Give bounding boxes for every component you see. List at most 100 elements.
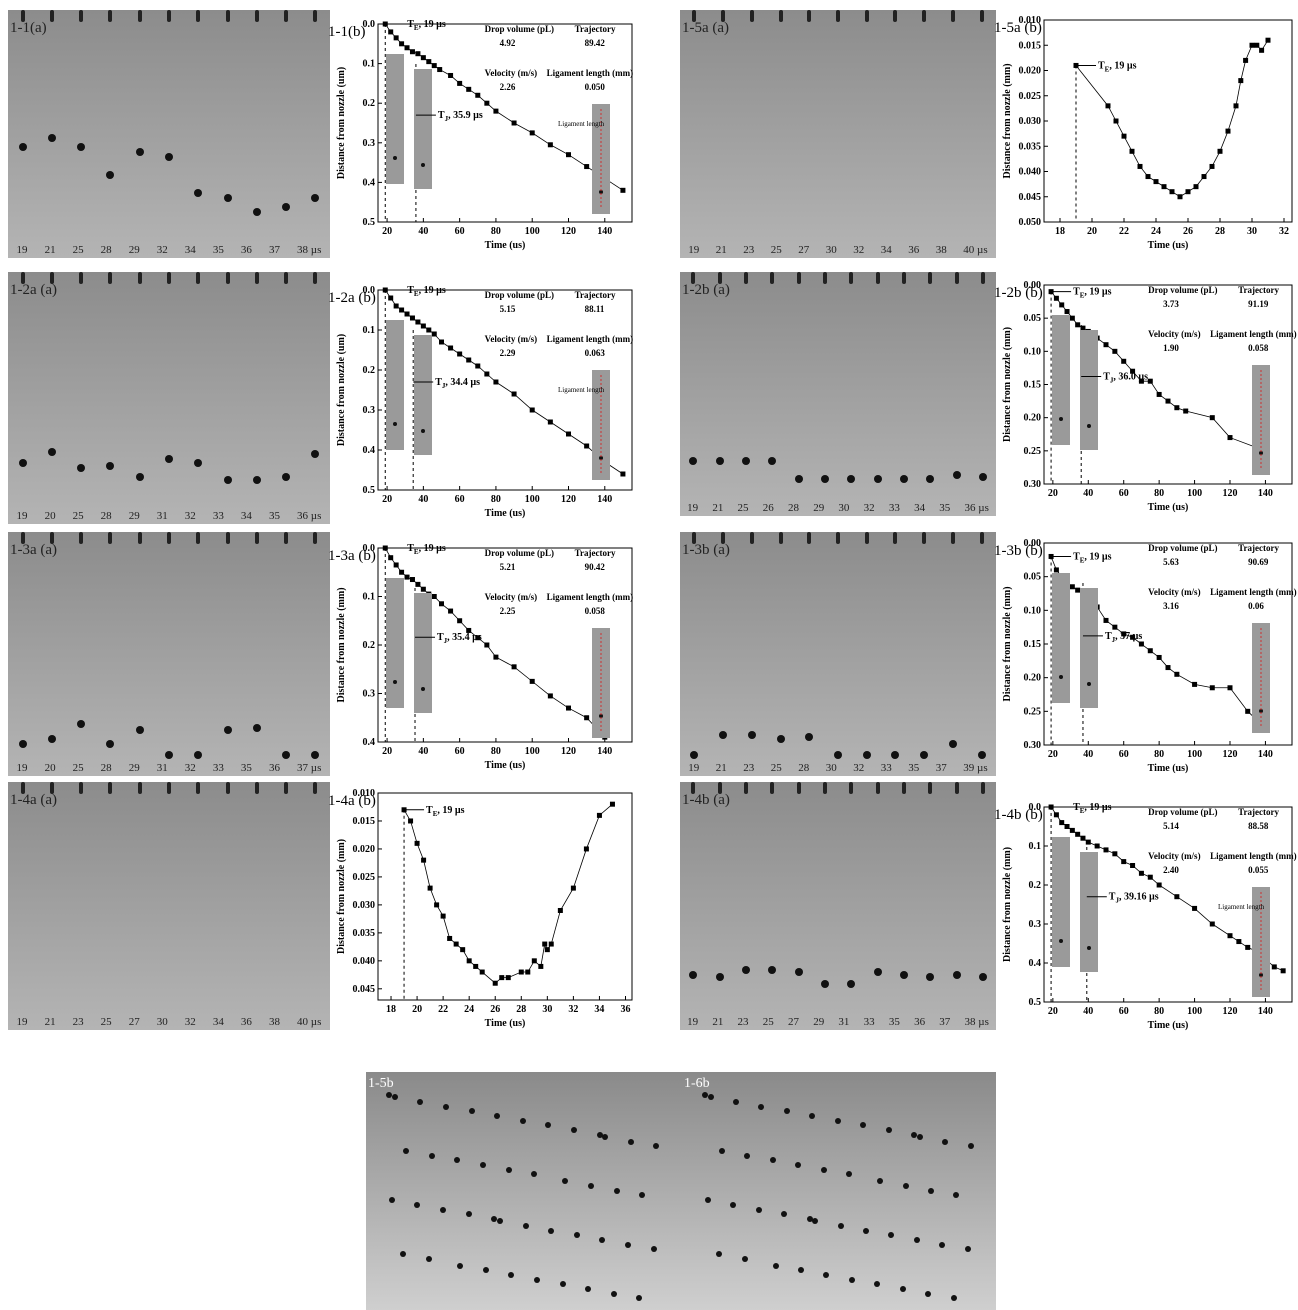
info-h1: Drop volume (pL) xyxy=(485,548,554,558)
inset-droplet-image xyxy=(592,370,610,480)
spray-droplet xyxy=(403,1148,410,1155)
info-h1: Drop volume (pL) xyxy=(485,290,554,300)
inset-droplet xyxy=(1059,939,1063,943)
time-labels: 19 21 23 25 27 29 31 33 35 36 37 38 µs xyxy=(680,1016,996,1028)
spray-droplet xyxy=(899,1285,906,1292)
x-tick-label: 100 xyxy=(1187,749,1202,760)
spray-droplet xyxy=(482,1267,489,1274)
droplet xyxy=(106,739,115,748)
chart-panel-label: 1-2a (b) xyxy=(328,290,376,306)
droplet xyxy=(690,751,699,760)
data-point xyxy=(620,187,626,193)
spray-droplet xyxy=(730,1201,737,1208)
trajectory-line xyxy=(403,803,613,984)
data-point xyxy=(1177,194,1183,200)
droplet xyxy=(805,733,814,742)
droplet xyxy=(741,966,750,974)
nozzle-drop-shape xyxy=(254,10,259,22)
droplet-image-strip: 1-4b (a) 19 21 23 25 27 29 31 33 35 36 37 38 µs xyxy=(680,782,996,1030)
y-tick-label: 0.10 xyxy=(1024,346,1042,357)
inset-droplet xyxy=(1059,417,1063,421)
x-tick-label: 140 xyxy=(1258,1006,1273,1017)
trajectory-line xyxy=(1050,806,1284,972)
data-point xyxy=(1209,685,1215,691)
nozzle-drop-shape xyxy=(284,532,289,544)
data-point xyxy=(511,120,517,126)
data-point xyxy=(1121,859,1127,865)
nozzle-drop-shape xyxy=(778,10,783,22)
time-label: 35 xyxy=(240,762,252,774)
info-v1: 5.14 xyxy=(1163,821,1179,831)
chart-panel-label: 1-4a (b) xyxy=(328,793,376,809)
x-tick-label: 40 xyxy=(418,746,428,757)
y-tick-label: 0.020 xyxy=(1019,66,1042,77)
spray-droplet xyxy=(505,1166,512,1173)
y-tick-label: 0.30 xyxy=(1024,479,1042,490)
time-label: 32 xyxy=(184,1016,196,1028)
y-tick-label: 0.1 xyxy=(363,325,376,336)
trajectory-line xyxy=(1075,39,1269,198)
spray-droplet xyxy=(718,1148,725,1155)
data-point xyxy=(1192,905,1198,911)
strip-label: 1-2a (a) xyxy=(10,282,58,298)
droplet-image-strip: 1-3a (a) 19 20 25 28 29 31 32 33 35 36 37 µs xyxy=(8,532,330,776)
droplet xyxy=(194,751,203,760)
data-point xyxy=(420,55,426,61)
data-point xyxy=(484,371,490,377)
nozzle-drop-shape xyxy=(875,782,880,794)
droplet xyxy=(715,972,724,981)
y-tick-label: 0.00 xyxy=(1024,538,1042,549)
info-v4: 0.058 xyxy=(1248,343,1269,353)
droplet xyxy=(794,968,803,977)
x-tick-label: 20 xyxy=(1087,226,1097,237)
x-tick-label: 26 xyxy=(490,1004,500,1015)
data-point xyxy=(525,969,531,975)
spray-droplet xyxy=(391,1094,398,1101)
spray-droplet xyxy=(559,1281,566,1288)
x-tick-label: 80 xyxy=(1154,488,1164,499)
spray-droplet xyxy=(653,1143,660,1150)
x-tick-label: 20 xyxy=(1048,749,1058,760)
chart-panel-label: 1-5a (b) xyxy=(994,20,1042,36)
time-label: 21 xyxy=(44,1016,56,1028)
info-h1: Drop volume (pL) xyxy=(485,24,554,34)
nozzle-drop-shape xyxy=(167,10,171,22)
inset-droplet-image xyxy=(386,578,404,708)
x-tick-label: 32 xyxy=(568,1004,578,1015)
data-point xyxy=(1069,315,1075,321)
nozzle-drop-shape xyxy=(950,10,955,22)
info-h4: Ligament length (mm) xyxy=(1210,329,1297,339)
nozzle-drop-shape xyxy=(284,272,289,284)
nozzle-drop-shape xyxy=(796,782,801,794)
plot-frame xyxy=(377,289,633,491)
spray-droplet xyxy=(888,1232,895,1239)
x-tick-label: 20 xyxy=(412,1004,422,1015)
time-label: 35 xyxy=(268,510,280,522)
spray-droplet xyxy=(846,1171,853,1178)
time-label: 34 xyxy=(212,1016,224,1028)
info-h3: Velocity (m/s) xyxy=(485,68,537,78)
data-point xyxy=(415,581,421,587)
spray-droplet xyxy=(967,1143,974,1150)
droplet xyxy=(223,194,232,202)
nozzle-drop-shape xyxy=(822,782,827,794)
droplet xyxy=(194,459,203,468)
data-point xyxy=(399,41,405,47)
info-h3: Velocity (m/s) xyxy=(485,334,537,344)
info-h4: Ligament length (mm) xyxy=(547,592,634,602)
time-label: 21 xyxy=(715,762,727,774)
time-label: 32 xyxy=(184,762,196,774)
x-tick-label: 20 xyxy=(1048,1006,1058,1017)
y-tick-label: 0.045 xyxy=(1019,192,1042,203)
time-label: 32 xyxy=(184,510,196,522)
spray-droplet xyxy=(769,1157,776,1164)
nozzle-drop-shape xyxy=(167,272,171,284)
nozzle-drop-shape xyxy=(313,782,318,794)
data-point xyxy=(426,327,432,333)
droplet xyxy=(252,724,261,733)
time-label: 39 µs xyxy=(963,762,988,774)
info-v2: 90.69 xyxy=(1248,557,1269,567)
data-point xyxy=(1254,948,1260,954)
nozzle-drop-shape xyxy=(950,532,955,544)
data-point xyxy=(439,601,444,607)
